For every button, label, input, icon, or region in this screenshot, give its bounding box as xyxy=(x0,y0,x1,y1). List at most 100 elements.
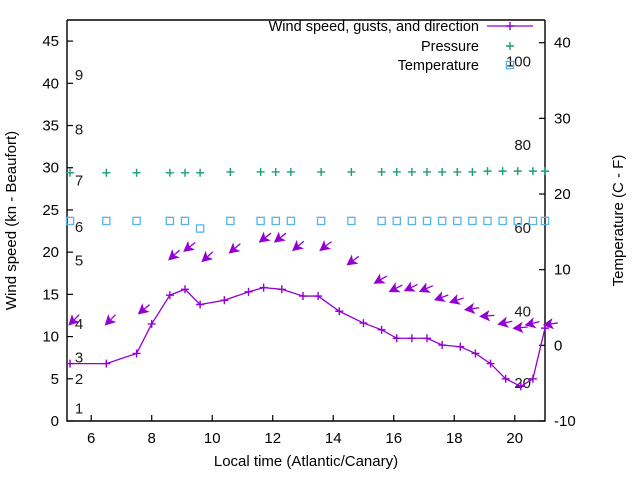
temperature-marker xyxy=(453,216,462,226)
wind-speed-marker xyxy=(335,307,344,316)
legend-label-0: Wind speed, gusts, and direction xyxy=(269,19,479,35)
wind-speed-marker xyxy=(407,334,416,343)
pressure-marker xyxy=(317,167,326,176)
wind-speed-marker xyxy=(471,349,480,358)
wind-direction-arrow xyxy=(433,291,449,302)
wind-direction-arrow xyxy=(104,313,117,326)
temperature-marker xyxy=(528,216,538,226)
wind-direction-arrow xyxy=(497,316,513,328)
wind-direction-arrow xyxy=(479,310,495,322)
pressure-marker xyxy=(513,167,522,176)
y2-tick-label: 10 xyxy=(554,262,571,279)
wind-speed-marker xyxy=(501,374,510,383)
wind-speed-line xyxy=(70,286,546,388)
wind-direction-arrow xyxy=(346,254,360,266)
pressure-marker xyxy=(347,167,356,176)
wind-speed-marker xyxy=(486,359,495,368)
pressure-marker xyxy=(377,167,386,176)
legend-key-temperature xyxy=(505,60,515,70)
wind-speed-marker xyxy=(516,382,525,391)
wind-direction-arrow xyxy=(258,231,272,243)
wind-speed-marker xyxy=(423,334,432,343)
temperature-marker xyxy=(102,216,111,226)
temperature-marker xyxy=(316,216,326,226)
pressure-marker xyxy=(423,167,432,176)
beaufort-label: 8 xyxy=(75,122,83,139)
x-tick-label: 6 xyxy=(87,430,95,447)
wind-direction-arrow xyxy=(373,273,388,284)
pressure-marker xyxy=(438,167,447,176)
wind-speed-marker xyxy=(220,296,229,305)
pressure-marker xyxy=(392,167,401,176)
wind-direction-arrow xyxy=(524,317,540,329)
wind-speed-marker xyxy=(147,319,156,328)
wind-direction-arrow xyxy=(183,240,196,252)
y2-tick-label: 20 xyxy=(554,186,571,203)
beaufort-label: 4 xyxy=(75,316,83,333)
x-tick-label: 10 xyxy=(204,430,221,447)
wind-direction-arrow xyxy=(512,321,528,334)
pressure-marker xyxy=(226,167,235,176)
pressure-marker xyxy=(165,168,174,177)
y-tick-label: 25 xyxy=(42,202,59,219)
wind-direction-arrow xyxy=(273,231,287,243)
beaufort-label: 1 xyxy=(75,400,83,417)
wind-direction-arrow xyxy=(388,282,403,293)
wind-direction-arrow xyxy=(418,282,434,293)
wind-speed-marker xyxy=(180,285,189,294)
y2-tick-label: 0 xyxy=(554,337,562,354)
wind-speed-marker xyxy=(298,292,307,301)
y-tick-label: 40 xyxy=(42,75,59,92)
temperature-marker xyxy=(195,224,205,233)
wind-speed-marker xyxy=(259,283,268,292)
wind-speed-marker xyxy=(314,292,323,301)
temperature-marker xyxy=(513,216,523,226)
wind-direction-arrow xyxy=(168,249,180,261)
wind-direction-arrow xyxy=(201,250,214,263)
pressure-marker xyxy=(66,168,75,177)
x-tick-label: 8 xyxy=(148,430,156,447)
fahrenheit-label: 40 xyxy=(514,303,531,320)
wind-direction-arrow xyxy=(463,302,480,315)
wind-speed-marker xyxy=(66,359,75,368)
pressure-marker xyxy=(102,168,111,177)
temperature-marker xyxy=(271,216,280,226)
wind-speed-marker xyxy=(102,359,111,368)
y-tick-label: 10 xyxy=(42,329,59,346)
beaufort-label: 5 xyxy=(75,253,83,270)
wind-direction-arrow xyxy=(542,317,558,330)
pressure-marker xyxy=(407,167,416,176)
temperature-marker xyxy=(256,216,265,226)
wind-direction-arrow xyxy=(448,293,464,305)
y2-axis-title: Temperature (C - F) xyxy=(610,155,627,287)
pressure-marker xyxy=(132,168,141,177)
x-tick-label: 14 xyxy=(325,430,342,447)
y-tick-label: 35 xyxy=(42,118,59,135)
pressure-marker xyxy=(196,168,205,177)
pressure-marker xyxy=(286,167,295,176)
legend-key-pressure xyxy=(506,42,514,50)
temperature-marker xyxy=(286,216,296,226)
plot-frame xyxy=(66,20,546,422)
wind-direction-arrow xyxy=(228,242,241,254)
wind-speed-marker xyxy=(244,287,253,296)
wind-speed-marker xyxy=(528,374,537,383)
wind-direction-arrow xyxy=(319,239,332,252)
wind-speed-marker xyxy=(277,285,286,294)
temperature-marker xyxy=(540,216,550,226)
y-tick-label: 30 xyxy=(42,160,59,177)
pressure-marker xyxy=(180,168,189,177)
pressure-marker xyxy=(483,167,492,176)
pressure-marker xyxy=(271,167,280,176)
wind-speed-marker xyxy=(196,300,205,309)
fahrenheit-label: 60 xyxy=(514,220,531,237)
pressure-marker xyxy=(528,167,537,176)
x-tick-label: 18 xyxy=(446,430,463,447)
y-tick-label: 15 xyxy=(42,286,59,303)
fahrenheit-label: 100 xyxy=(506,54,531,71)
beaufort-label: 6 xyxy=(75,219,83,236)
pressure-marker xyxy=(541,167,549,176)
wind-direction-arrow xyxy=(292,239,305,252)
temperature-marker xyxy=(468,216,477,226)
